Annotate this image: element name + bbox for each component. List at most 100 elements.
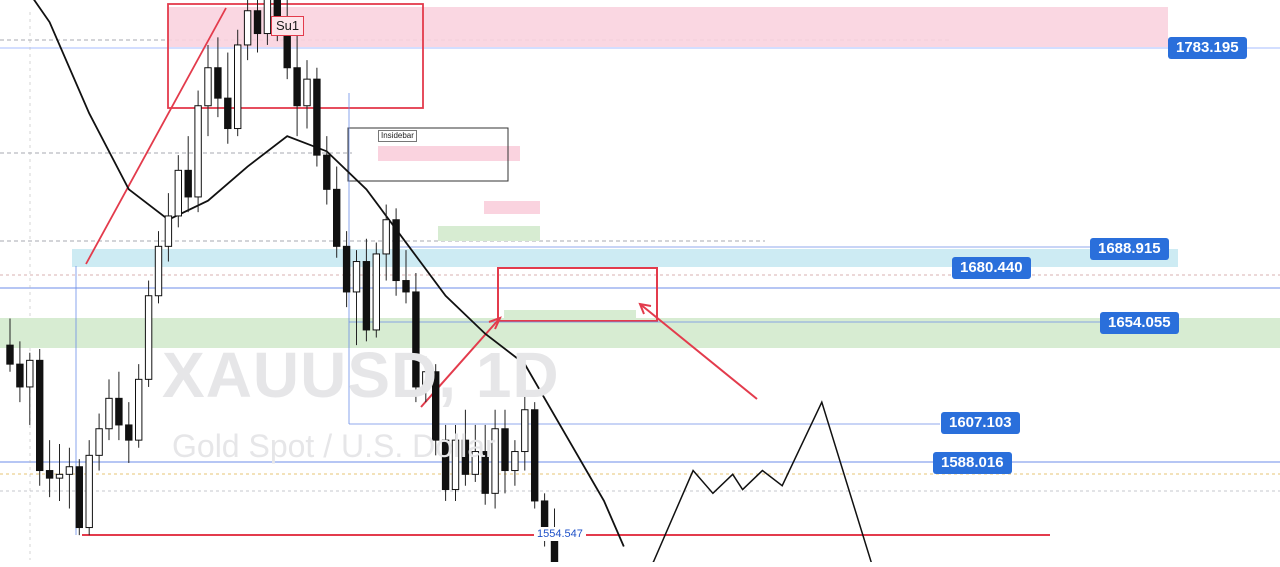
candle-body-bear [333, 188, 341, 247]
candle-body-bull [243, 10, 252, 46]
candle-34[interactable] [342, 231, 351, 308]
candle-49[interactable] [491, 409, 499, 509]
candle-8[interactable] [85, 440, 93, 536]
candle-body-bull [263, 0, 272, 35]
candle-29[interactable] [293, 29, 301, 137]
candle-48[interactable] [481, 424, 489, 505]
candle-body-bull [85, 454, 93, 529]
candle-42[interactable] [422, 356, 430, 403]
candle-7[interactable] [75, 459, 83, 536]
candle-45[interactable] [451, 424, 460, 501]
projected-path [647, 400, 874, 567]
candle-body-bull [451, 439, 460, 491]
candle-46[interactable] [461, 409, 470, 486]
candle-1[interactable] [16, 341, 24, 403]
candle-body-bear [253, 10, 262, 35]
candle-body-bull [234, 44, 242, 130]
candle-body-bear [293, 67, 301, 107]
candle-37[interactable] [372, 242, 381, 338]
candle-body-bear [531, 409, 539, 502]
candle-25[interactable] [253, 0, 262, 53]
candle-body-bear [392, 219, 400, 282]
candle-19[interactable] [194, 90, 202, 213]
candle-39[interactable] [392, 208, 400, 296]
price-tag-1588[interactable]: 1588.016 [933, 452, 1012, 474]
candle-body-bear [36, 359, 44, 472]
candle-body-bear [412, 291, 420, 388]
candle-body-bull [194, 105, 202, 198]
candle-36[interactable] [362, 238, 371, 342]
candle-6[interactable] [65, 447, 74, 509]
candle-body-bull [144, 295, 153, 380]
watermark-description: Gold Spot / U.S. Dollar [172, 428, 496, 464]
candle-30[interactable] [303, 60, 311, 129]
candle-body-bear [6, 344, 14, 365]
candle-body-bull [382, 219, 390, 255]
candle-body-bear [432, 371, 440, 441]
candle-body-bull [135, 378, 143, 441]
candle-31[interactable] [313, 67, 321, 167]
candle-52[interactable] [521, 394, 529, 471]
candle-4[interactable] [45, 440, 54, 498]
candle-body-bear [115, 397, 123, 426]
price-tag-1607[interactable]: 1607.103 [941, 412, 1020, 434]
candle-9[interactable] [95, 413, 103, 471]
candle-body-bull [55, 473, 64, 479]
candle-21[interactable] [214, 37, 222, 118]
candle-body-bull [154, 245, 163, 297]
candle-body-bear [441, 439, 450, 491]
candle-22[interactable] [224, 52, 232, 144]
candle-0[interactable] [6, 318, 14, 372]
candle-12[interactable] [125, 402, 133, 463]
candle-44[interactable] [441, 424, 450, 501]
price-tag-1783[interactable]: 1783.195 [1168, 37, 1247, 59]
candle-body-bear [16, 363, 24, 388]
candle-16[interactable] [164, 193, 173, 262]
price-tag-1554[interactable]: 1554.547 [534, 527, 586, 541]
candle-body-bull [95, 428, 103, 456]
insidebar-label: Insidebar [378, 130, 417, 142]
candle-body-bull [105, 397, 113, 430]
candle-38[interactable] [382, 204, 390, 281]
candle-body-bull [521, 409, 529, 453]
candle-body-bull [372, 253, 381, 331]
candle-47[interactable] [471, 424, 480, 482]
candle-body-bear [362, 261, 371, 331]
candle-2[interactable] [26, 352, 34, 425]
price-tag-1680[interactable]: 1680.440 [952, 257, 1031, 279]
watermark-symbol: XAUUSD, 1D [162, 339, 560, 411]
candle-40[interactable] [402, 250, 410, 304]
candle-body-bear [224, 97, 232, 130]
price-tag-1688[interactable]: 1688.915 [1090, 238, 1169, 260]
candle-17[interactable] [174, 155, 183, 228]
candle-53[interactable] [531, 402, 539, 509]
candle-51[interactable] [511, 440, 519, 486]
price-tag-1654[interactable]: 1654.055 [1100, 312, 1179, 334]
candle-23[interactable] [234, 29, 242, 137]
candle-18[interactable] [184, 136, 192, 213]
candle-50[interactable] [501, 409, 509, 494]
candle-body-bear [214, 67, 222, 99]
candle-43[interactable] [432, 364, 440, 456]
candle-body-bear [342, 245, 351, 293]
candle-14[interactable] [144, 280, 153, 387]
candle-35[interactable] [352, 250, 361, 346]
candle-26[interactable] [263, 0, 272, 45]
candle-body-bear [75, 466, 83, 529]
candle-body-bull [174, 169, 183, 217]
candle-32[interactable] [323, 136, 331, 205]
candle-20[interactable] [204, 44, 212, 137]
candle-10[interactable] [105, 379, 113, 441]
candle-body-bear [45, 470, 54, 479]
candle-15[interactable] [154, 231, 163, 304]
candle-5[interactable] [55, 443, 64, 501]
candle-24[interactable] [243, 0, 252, 61]
candle-33[interactable] [333, 166, 341, 258]
candle-11[interactable] [115, 371, 123, 441]
candle-13[interactable] [135, 364, 143, 448]
candle-3[interactable] [36, 348, 44, 486]
candle-41[interactable] [412, 272, 420, 403]
su1-label: Su1 [271, 16, 305, 36]
